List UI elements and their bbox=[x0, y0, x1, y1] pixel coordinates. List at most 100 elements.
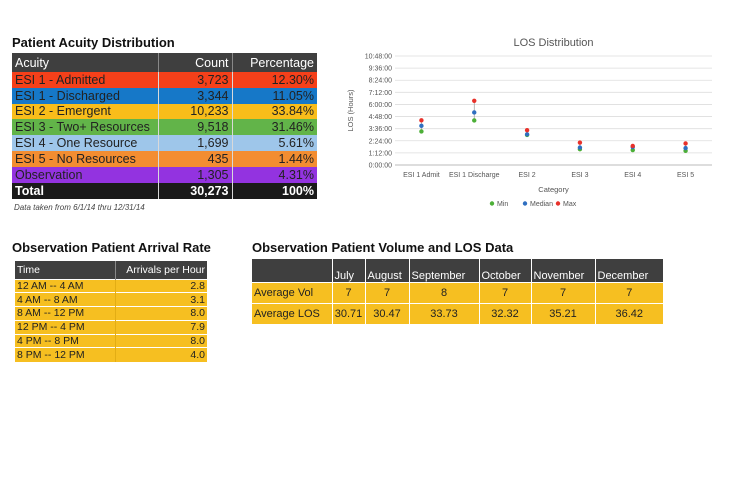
acuity-row: ESI 5 - No Resources 435 1.44% bbox=[12, 150, 317, 167]
acuity-percentage: 4.31% bbox=[278, 167, 314, 182]
x-tick-label: ESI 1 Discharge bbox=[449, 172, 500, 179]
point-median bbox=[683, 145, 688, 151]
volume-cell: 30.71 bbox=[332, 302, 366, 324]
acuity-percentage: 11.05% bbox=[272, 88, 314, 103]
acuity-table: Acuity Count Percentage ESI 1 - Admitted… bbox=[12, 53, 317, 199]
volume-row: Average Vol 7 7 8 7 7 7 bbox=[252, 281, 663, 303]
acuity-header-row: Acuity Count Percentage bbox=[12, 53, 317, 72]
acuity-label: ESI 1 - Discharged bbox=[12, 87, 159, 104]
acuity-label: ESI 2 - Emergent bbox=[12, 103, 159, 120]
arrival-time: 8 AM -- 12 PM bbox=[15, 306, 116, 321]
volume-cell: 7 bbox=[595, 281, 663, 303]
arrival-rate: 7.9 bbox=[115, 319, 207, 335]
arrival-rate: 8.0 bbox=[115, 333, 207, 348]
point-median bbox=[577, 145, 583, 150]
volume-cell: 35.21 bbox=[531, 302, 596, 324]
x-tick-label: ESI 2 bbox=[519, 172, 536, 179]
y-tick-label: 3:36:00 bbox=[369, 126, 392, 133]
point-max bbox=[630, 143, 635, 149]
acuity-header-acuity: Acuity bbox=[12, 53, 159, 72]
arrival-title: Observation Patient Arrival Rate bbox=[12, 240, 211, 255]
legend-label-min: Min bbox=[497, 201, 508, 208]
x-tick-label: ESI 5 bbox=[677, 172, 694, 179]
x-tick-label: ESI 1 Admit bbox=[403, 172, 440, 179]
arrival-time: 8 PM -- 12 PM bbox=[15, 347, 116, 362]
volume-cell: 30.47 bbox=[365, 302, 410, 324]
arrival-rate: 8.0 bbox=[115, 306, 207, 321]
point-min bbox=[472, 118, 477, 123]
y-tick-label: 6:00:00 bbox=[369, 102, 392, 109]
arrival-row: 4 PM -- 8 PM 8.0 bbox=[15, 333, 207, 348]
volume-header-row: July August September October November Decemb… bbox=[252, 259, 663, 282]
legend-label-median: Median bbox=[530, 201, 553, 208]
y-axis-label: LOS (Hours) bbox=[346, 89, 355, 132]
volume-row-label: Average LOS bbox=[252, 302, 333, 324]
y-tick-label: 2:24:00 bbox=[369, 138, 392, 145]
volume-cell: 32.32 bbox=[479, 302, 532, 324]
acuity-total-label: Total bbox=[12, 182, 159, 199]
volume-cell: 7 bbox=[479, 281, 532, 303]
x-axis-label: Category bbox=[538, 185, 569, 194]
acuity-count: 9,518 bbox=[158, 119, 233, 136]
point-min bbox=[630, 147, 635, 153]
acuity-percentage: 1.44% bbox=[278, 151, 314, 166]
arrival-time: 4 AM -- 8 AM bbox=[15, 292, 116, 307]
acuity-count: 3,344 bbox=[158, 87, 233, 104]
volume-cell: 7 bbox=[531, 281, 596, 303]
y-tick-label: 10:48:00 bbox=[365, 54, 392, 61]
point-median bbox=[419, 123, 424, 129]
acuity-label: Observation bbox=[12, 166, 159, 183]
volume-cell: 7 bbox=[332, 281, 366, 303]
arrival-time: 12 AM -- 4 AM bbox=[15, 278, 116, 293]
volume-month-header: October bbox=[479, 259, 532, 282]
acuity-header-percentage: Percentage bbox=[232, 53, 317, 72]
los-distribution-chart: LOS Distribution 0:00:00 1:12:00 2:24:00 3:3… bbox=[346, 37, 712, 208]
y-tick-label: 4:48:00 bbox=[369, 114, 392, 121]
y-tick-label: 0:00:00 bbox=[369, 163, 392, 170]
x-tick-label: ESI 3 bbox=[571, 172, 588, 179]
y-tick-label: 7:12:00 bbox=[369, 90, 392, 97]
point-min bbox=[419, 129, 424, 134]
volume-title: Observation Patient Volume and LOS Data bbox=[252, 240, 514, 255]
volume-month-header: July bbox=[332, 259, 366, 282]
volume-row-label: Average Vol bbox=[252, 281, 333, 303]
volume-cell: 33.73 bbox=[409, 302, 480, 324]
point-max bbox=[683, 141, 688, 146]
acuity-percentage: 12.30% bbox=[271, 72, 314, 87]
legend-label-max: Max bbox=[563, 201, 577, 208]
volume-cell: 7 bbox=[365, 281, 410, 303]
arrival-header-rate: Arrivals per Hour bbox=[115, 261, 207, 279]
arrival-rate: 2.8 bbox=[115, 278, 207, 293]
y-tick-label: 1:12:00 bbox=[369, 150, 392, 157]
acuity-count: 10,233 bbox=[158, 103, 233, 120]
arrival-row: 4 AM -- 8 AM 3.1 bbox=[15, 292, 207, 307]
acuity-total-percentage: 100% bbox=[232, 182, 317, 199]
point-max bbox=[524, 127, 530, 133]
arrival-row: 8 PM -- 12 PM 4.0 bbox=[15, 347, 207, 362]
volume-header-corner bbox=[252, 259, 333, 282]
acuity-total-count: 30,273 bbox=[158, 182, 233, 199]
arrival-time: 12 PM -- 4 PM bbox=[15, 319, 116, 335]
volume-month-header: December bbox=[595, 259, 663, 282]
volume-row: Average LOS 30.71 30.47 33.73 32.32 35.21 36.4… bbox=[252, 302, 663, 324]
volume-month-header: November bbox=[531, 259, 596, 282]
arrival-header-row: Time Arrivals per Hour bbox=[15, 261, 207, 279]
acuity-label: ESI 4 - One Resource bbox=[12, 135, 159, 151]
acuity-row: ESI 3 - Two+ Resources 9,518 31.46% bbox=[12, 119, 317, 136]
acuity-row: ESI 2 - Emergent 10,233 33.84% bbox=[12, 103, 317, 120]
arrival-rate-table: Time Arrivals per Hour 12 AM -- 4 AM 2.8 4… bbox=[15, 261, 207, 362]
volume-month-header: September bbox=[409, 259, 480, 282]
x-tick-label: ESI 4 bbox=[624, 172, 641, 179]
legend-marker-min bbox=[489, 201, 495, 206]
arrival-row: 12 AM -- 4 AM 2.8 bbox=[15, 278, 207, 293]
acuity-row: ESI 1 - Discharged 3,344 11.05% bbox=[12, 87, 317, 104]
acuity-row: Observation 1,305 4.31% bbox=[12, 166, 317, 183]
acuity-count: 435 bbox=[158, 150, 233, 167]
acuity-percentage: 5.61% bbox=[278, 136, 314, 151]
acuity-total-row: Total 30,273 100% bbox=[12, 182, 317, 199]
point-median bbox=[472, 110, 477, 115]
volume-cell: 8 bbox=[409, 281, 480, 303]
acuity-count: 3,723 bbox=[158, 72, 233, 88]
point-max bbox=[577, 140, 583, 145]
point-median bbox=[524, 132, 530, 137]
